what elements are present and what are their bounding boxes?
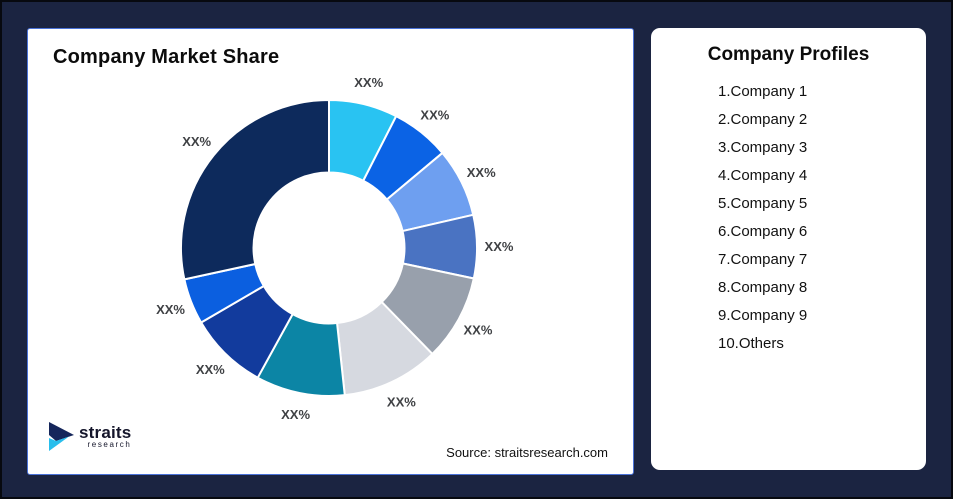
company-profiles-card: Company Profiles 1.Company 1 2.Company 2 3…: [651, 28, 926, 470]
donut-segment-others: [180, 99, 330, 281]
company-list-item: 1.Company 1: [718, 83, 808, 100]
donut-segment-label-company-8: XX%: [196, 362, 225, 377]
donut-segment-label-company-2: XX%: [420, 107, 449, 122]
straits-logo-icon: [49, 422, 74, 451]
market-share-card: Company Market Share XX% XX% XX% XX% XX% XX% X…: [27, 28, 634, 475]
logo-text-secondary: research: [87, 440, 132, 449]
donut-segment-label-company-4: XX%: [485, 239, 514, 254]
company-list-item: 6.Company 6: [718, 223, 808, 240]
logo-text: straits research: [79, 423, 132, 449]
company-list-item: 3.Company 3: [718, 139, 808, 156]
straits-research-logo: straits research: [49, 422, 131, 452]
company-list-item: 4.Company 4: [718, 167, 808, 184]
donut-segment-label-company-3: XX%: [467, 165, 496, 180]
company-list-item: 8.Company 8: [718, 279, 808, 296]
donut-segment-label-company-5: XX%: [464, 322, 493, 337]
donut-segment-label-others: XX%: [182, 134, 211, 149]
company-list-item: 9.Company 9: [718, 307, 808, 324]
donut-segment-label-company-1: XX%: [354, 75, 383, 90]
company-profiles-list: 1.Company 1 2.Company 2 3.Company 3 4.Compa…: [651, 78, 926, 358]
donut-segment-label-company-7: XX%: [281, 407, 310, 422]
profiles-title: Company Profiles: [707, 44, 870, 65]
company-list-item: 10.Others: [718, 335, 784, 352]
donut-segment-label-company-6: XX%: [387, 394, 416, 409]
donut-chart: XX% XX% XX% XX% XX% XX% XX% XX% XX% XX%: [156, 75, 514, 422]
company-list-item: 7.Company 7: [718, 251, 808, 268]
company-list-item: 5.Company 5: [718, 195, 808, 212]
source-note: Source: straitsresearch.com: [446, 445, 608, 460]
logo-text-primary: straits: [79, 423, 132, 442]
company-list-item: 2.Company 2: [718, 111, 808, 128]
donut-segment-label-company-9: XX%: [156, 302, 185, 317]
chart-title: Company Market Share: [53, 46, 280, 68]
